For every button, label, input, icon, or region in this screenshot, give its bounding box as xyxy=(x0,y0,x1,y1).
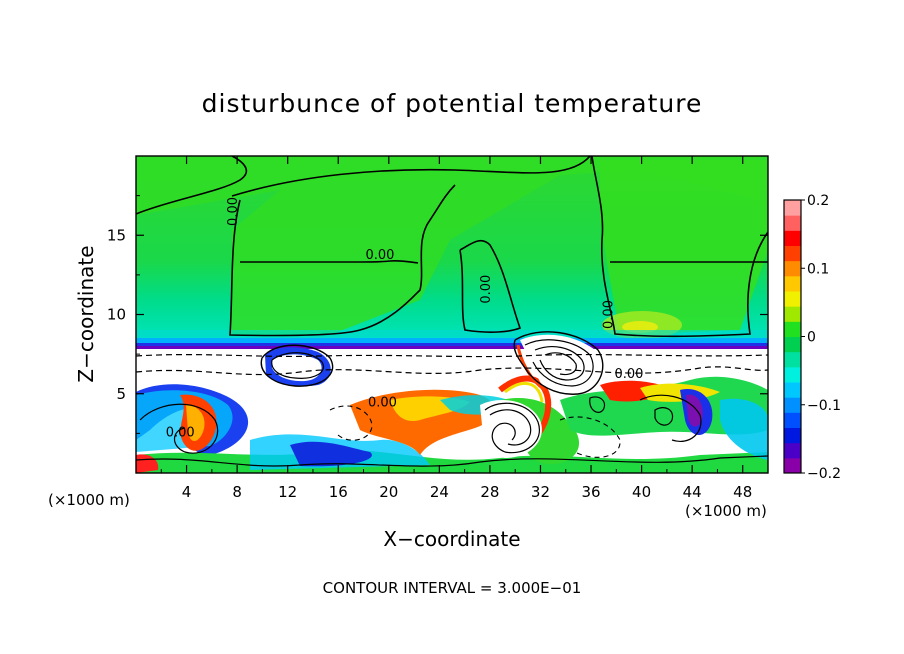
x-axis: 4 8 12 16 20 24 28 32 36 40 44 48 xyxy=(160,156,752,501)
colorbar-tick-label: 0.1 xyxy=(807,261,829,277)
colorbar-swatch xyxy=(784,457,801,474)
z-unit-label: (×1000 m) xyxy=(48,491,130,509)
contour-blob-right-1 xyxy=(513,331,604,395)
contour-blob-right-3 xyxy=(534,346,585,381)
purple-band xyxy=(136,346,768,349)
x-tick-label: 36 xyxy=(581,483,600,501)
contour-dashed-4 xyxy=(559,416,621,458)
contour-zero-right-cell xyxy=(591,156,768,338)
contour-dashed-2 xyxy=(136,366,768,376)
x-axis-label: X−coordinate xyxy=(383,527,520,551)
colorbar: 0.2 0.1 0 −0.1 −0.2 xyxy=(783,193,841,482)
colorbar-swatch xyxy=(784,366,801,383)
contour-label: 0.00 xyxy=(602,300,617,329)
colorbar-swatch xyxy=(784,382,801,398)
y-tick-label: 15 xyxy=(107,226,126,244)
contour-zero-top xyxy=(231,156,591,197)
colorbar-swatch xyxy=(784,260,801,277)
x-tick-label: 44 xyxy=(683,483,702,501)
y-axis: 5 10 15 xyxy=(107,195,768,434)
contour-ring-b xyxy=(589,396,606,413)
contour-zero-left xyxy=(136,156,248,215)
colorbar-swatch xyxy=(784,215,801,231)
colorbar-swatch xyxy=(784,336,801,353)
colorbar-swatch xyxy=(784,306,801,322)
chart-title: disturbunce of potential temperature xyxy=(202,89,703,118)
x-tick-label: 4 xyxy=(182,483,192,501)
green-eddy-inner xyxy=(250,401,300,435)
x-tick-label: 20 xyxy=(379,483,398,501)
x-tick-label: 40 xyxy=(632,483,651,501)
blue-band-low xyxy=(290,441,372,467)
colorbar-tick-label: −0.2 xyxy=(807,466,841,482)
contour-solid-low-1 xyxy=(136,455,768,467)
yellow-arc-c xyxy=(504,381,544,403)
blob-right xyxy=(520,334,601,395)
contour-blob-right-2 xyxy=(524,339,594,387)
contour-ring-a xyxy=(654,407,674,426)
upper-cell-left xyxy=(136,156,760,335)
colorbar-swatch xyxy=(784,291,801,307)
colorbar-swatch xyxy=(784,200,801,216)
x-tick-label: 32 xyxy=(531,483,550,501)
contour-interval-note: CONTOUR INTERVAL = 3.000E−01 xyxy=(323,579,582,597)
contour-label: 0.00 xyxy=(479,275,494,304)
colorbar-tick-label: 0.2 xyxy=(807,193,829,209)
contour-swirl-left xyxy=(139,403,219,454)
contour-swirl-right xyxy=(639,394,702,442)
contour-lines xyxy=(136,156,768,467)
contour-labels: 0.00 0.00 0.00 0.00 0.00 0.00 0.00 xyxy=(166,197,644,441)
contour-label: 0.00 xyxy=(166,426,195,441)
x-tick-label: 48 xyxy=(733,483,752,501)
colorbar-swatch xyxy=(784,321,801,337)
contour-blob-left-1 xyxy=(260,344,334,387)
contour-zero-left-cell xyxy=(229,184,456,337)
cyan-swirl-e xyxy=(720,398,768,460)
y-tick-label: 5 xyxy=(116,385,126,403)
y-tick-label: 10 xyxy=(107,306,126,324)
white-eddy xyxy=(480,400,542,458)
colorbar-swatch xyxy=(784,230,801,246)
contour-zero-center xyxy=(459,240,522,333)
y-axis-label: Z−coordinate xyxy=(74,245,98,382)
colorbar-swatch xyxy=(784,397,801,413)
upper-cell-right xyxy=(600,160,768,335)
colorbar-tick-label: 0 xyxy=(807,330,816,346)
x-tick-label: 8 xyxy=(232,483,242,501)
contour-dashed-1 xyxy=(136,353,768,358)
contour-swirl-2 xyxy=(489,409,532,446)
blue-band-2 xyxy=(136,343,768,348)
blue-band-1 xyxy=(136,338,768,343)
colorbar-swatch xyxy=(784,442,801,459)
contour-swirl-1 xyxy=(484,402,540,454)
contour-zero-mid xyxy=(240,259,419,264)
contour-dashed-3 xyxy=(329,405,373,441)
cool-band xyxy=(136,330,768,340)
mid-layer xyxy=(136,349,768,384)
contour-blob-right-4 xyxy=(544,352,577,376)
x-tick-label: 24 xyxy=(430,483,449,501)
blob-left-inner xyxy=(272,354,322,382)
x-tick-label: 12 xyxy=(278,483,297,501)
colorbar-swatch xyxy=(784,351,801,368)
x-unit-label: (×1000 m) xyxy=(685,502,767,520)
colorbar-swatch xyxy=(784,245,801,262)
orange-swirl-a xyxy=(186,405,205,441)
colorbar-swatch xyxy=(784,275,801,292)
colorbar-swatch xyxy=(784,427,801,444)
contour-label: 0.00 xyxy=(226,197,241,226)
x-tick-label: 28 xyxy=(480,483,499,501)
colorbar-swatch xyxy=(784,412,801,428)
contour-label: 0.00 xyxy=(365,248,394,263)
contour-label: 0.00 xyxy=(614,367,643,382)
purple-swirl-d xyxy=(686,394,703,427)
contour-blob-left-2 xyxy=(271,352,324,379)
contour-label: 0.00 xyxy=(368,395,397,410)
colorbar-tick-label: −0.1 xyxy=(807,398,841,414)
x-tick-label: 16 xyxy=(329,483,348,501)
